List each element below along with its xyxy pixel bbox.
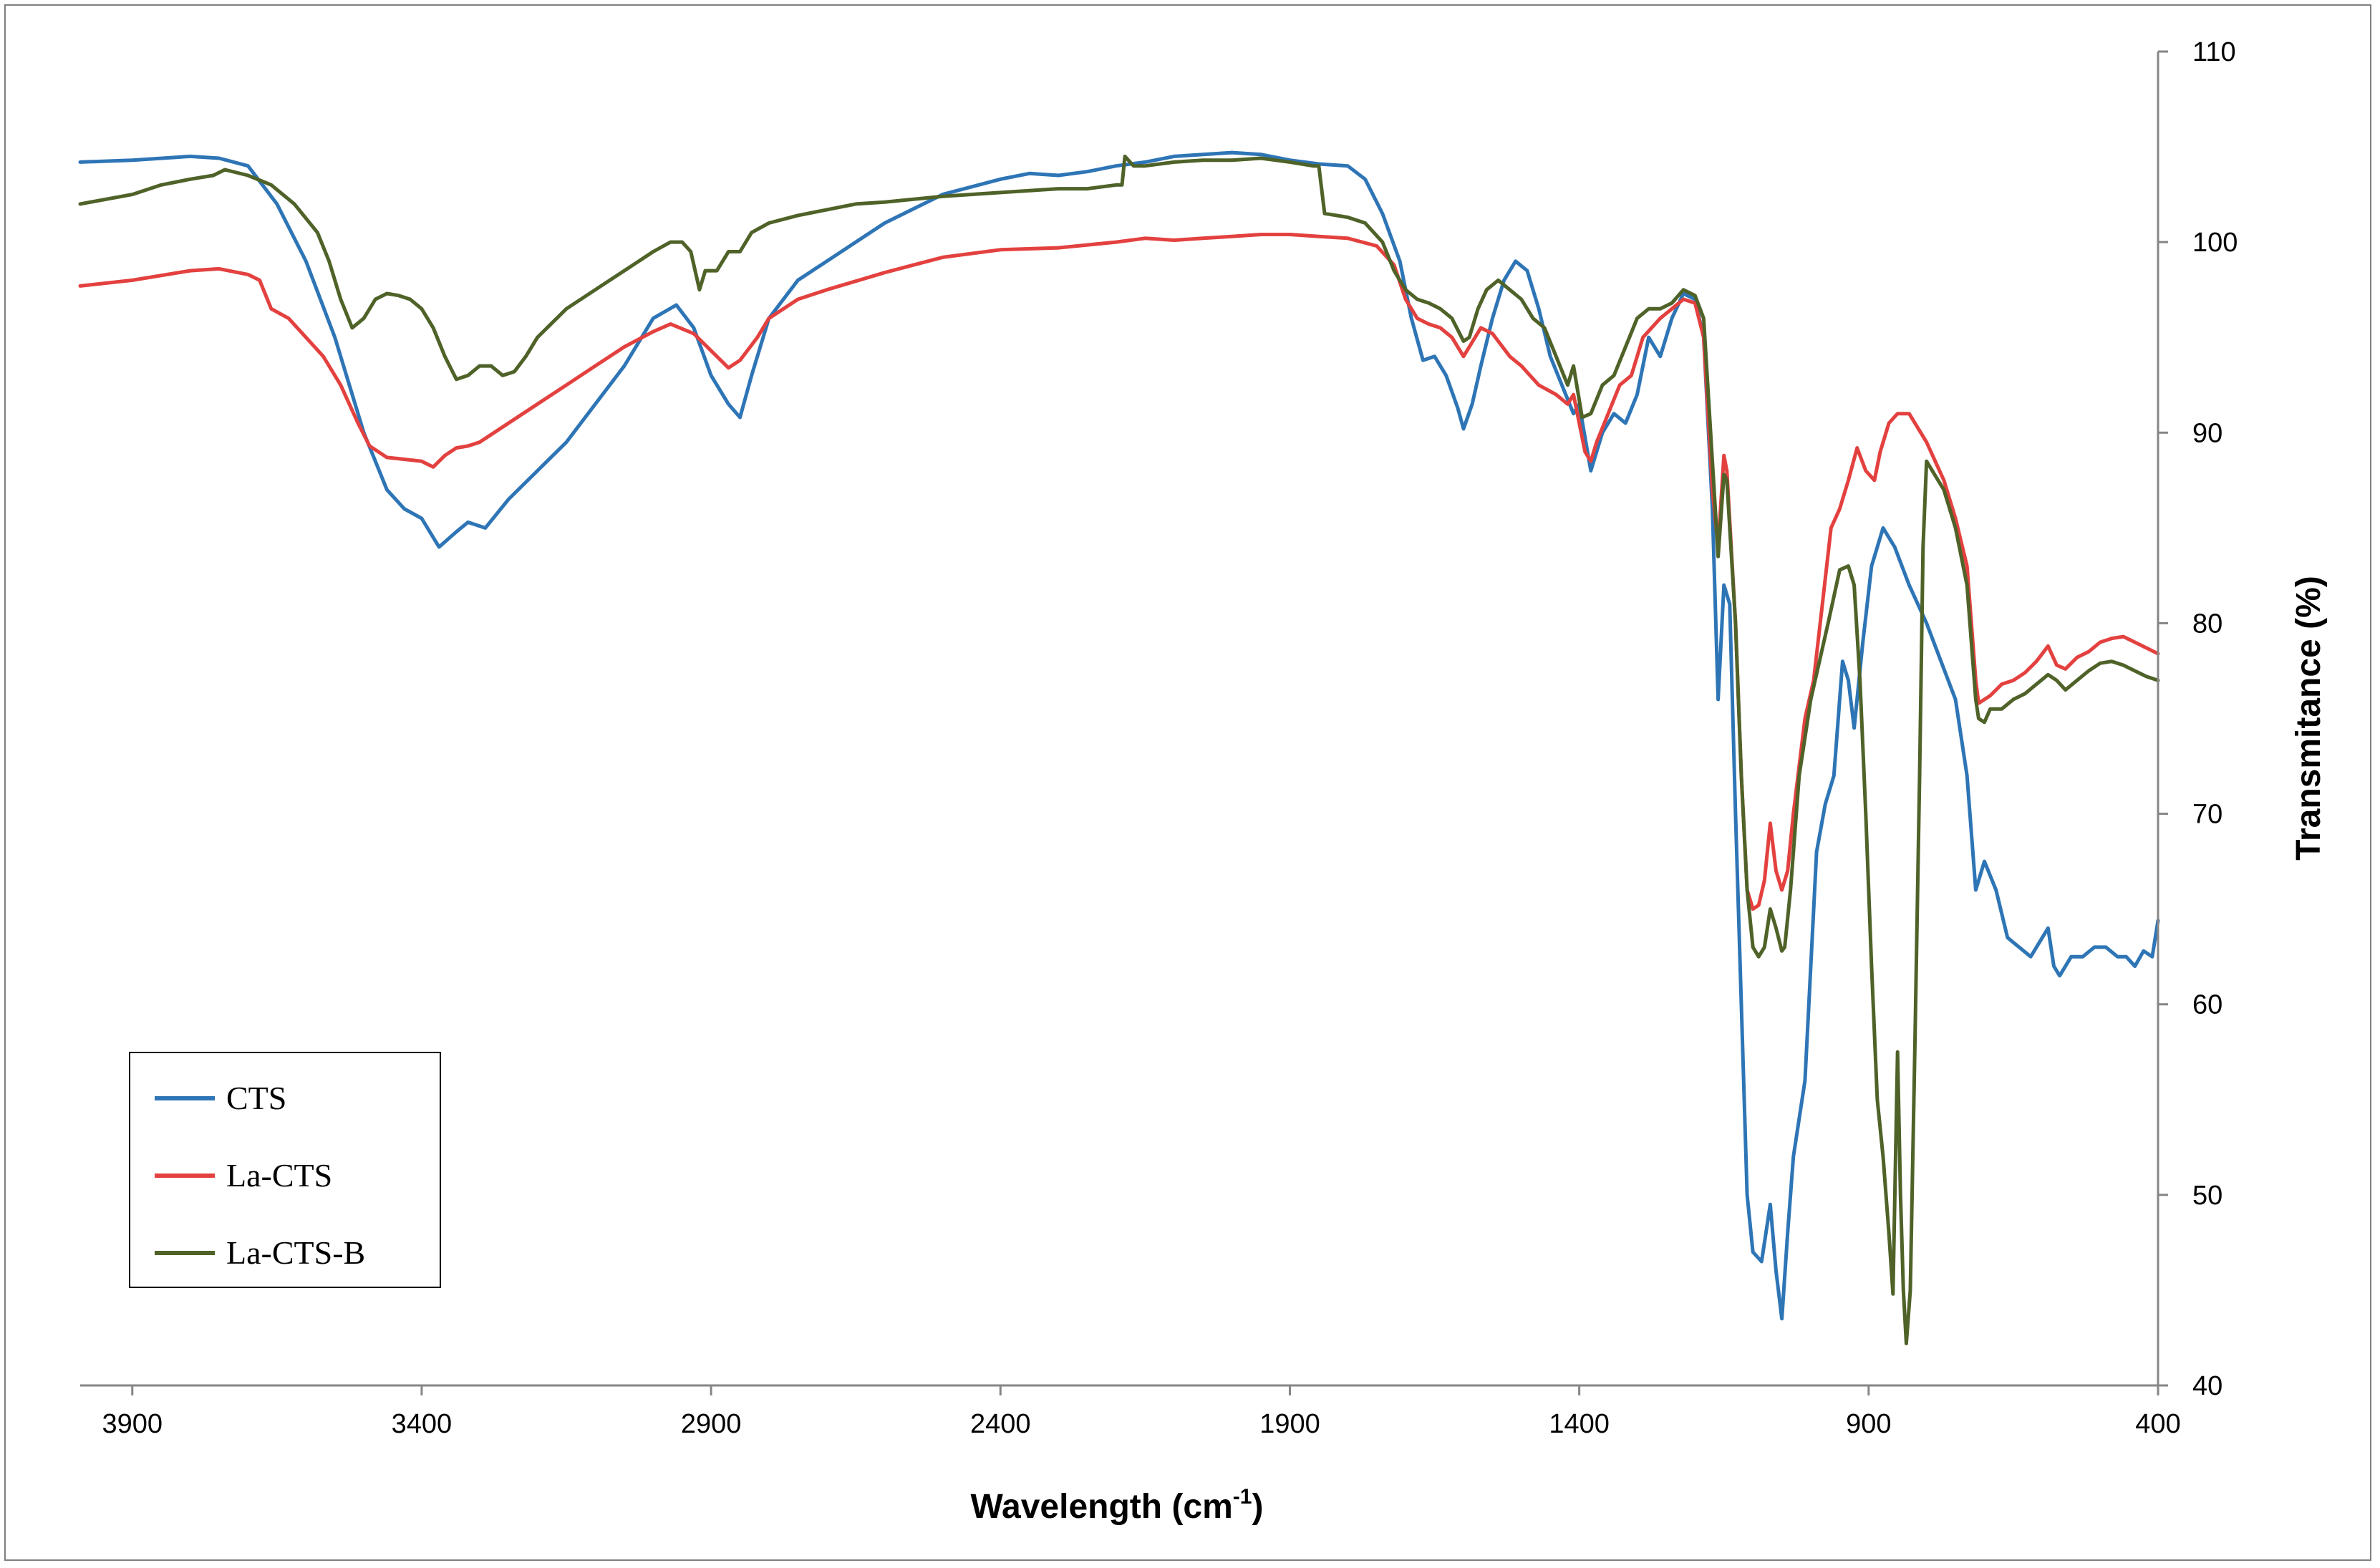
- y-tick-label: 60: [2192, 990, 2222, 1020]
- x-tick-label: 2400: [970, 1409, 1031, 1439]
- x-tick-label: 900: [1846, 1409, 1891, 1439]
- legend-label-la-cts: La-CTS: [226, 1157, 332, 1194]
- series-line-cts: [78, 150, 2160, 1321]
- series-line-la-cts: [78, 233, 2160, 911]
- y-tick-label: 100: [2192, 228, 2238, 258]
- plot-lines: [78, 150, 2160, 1345]
- y-tick-label: 80: [2192, 609, 2222, 639]
- legend: CTS La-CTS La-CTS-B: [129, 1052, 441, 1288]
- x-axis-title: Wavelength (cm-1): [971, 1485, 1264, 1526]
- x-ticks: 3900 3400 2900 2400 1900 1400 900 400: [102, 1385, 2181, 1439]
- x-tick-label: 400: [2135, 1409, 2180, 1439]
- y-ticks: 40 50 60 70 80 90 100 110: [2158, 37, 2238, 1401]
- x-tick-label: 2900: [681, 1409, 742, 1439]
- x-tick-label: 1400: [1549, 1409, 1610, 1439]
- series-line-la-cts-b: [78, 154, 2160, 1345]
- y-tick-label: 70: [2192, 800, 2222, 830]
- chart-frame: [4, 4, 2371, 1561]
- y-tick-label: 110: [2192, 37, 2236, 67]
- y-tick-label: 90: [2192, 418, 2222, 448]
- y-tick-label: 50: [2192, 1181, 2222, 1211]
- y-axis-title: Transmitance (%): [2290, 576, 2328, 860]
- legend-items: CTS La-CTS La-CTS-B: [155, 1080, 365, 1271]
- x-tick-label: 1900: [1259, 1409, 1320, 1439]
- legend-label-cts: CTS: [226, 1080, 286, 1116]
- y-tick-label: 40: [2192, 1371, 2222, 1401]
- legend-box: [129, 1052, 441, 1288]
- x-tick-label: 3400: [392, 1409, 453, 1439]
- legend-label-la-cts-b: La-CTS-B: [226, 1234, 365, 1271]
- x-tick-label: 3900: [102, 1409, 163, 1439]
